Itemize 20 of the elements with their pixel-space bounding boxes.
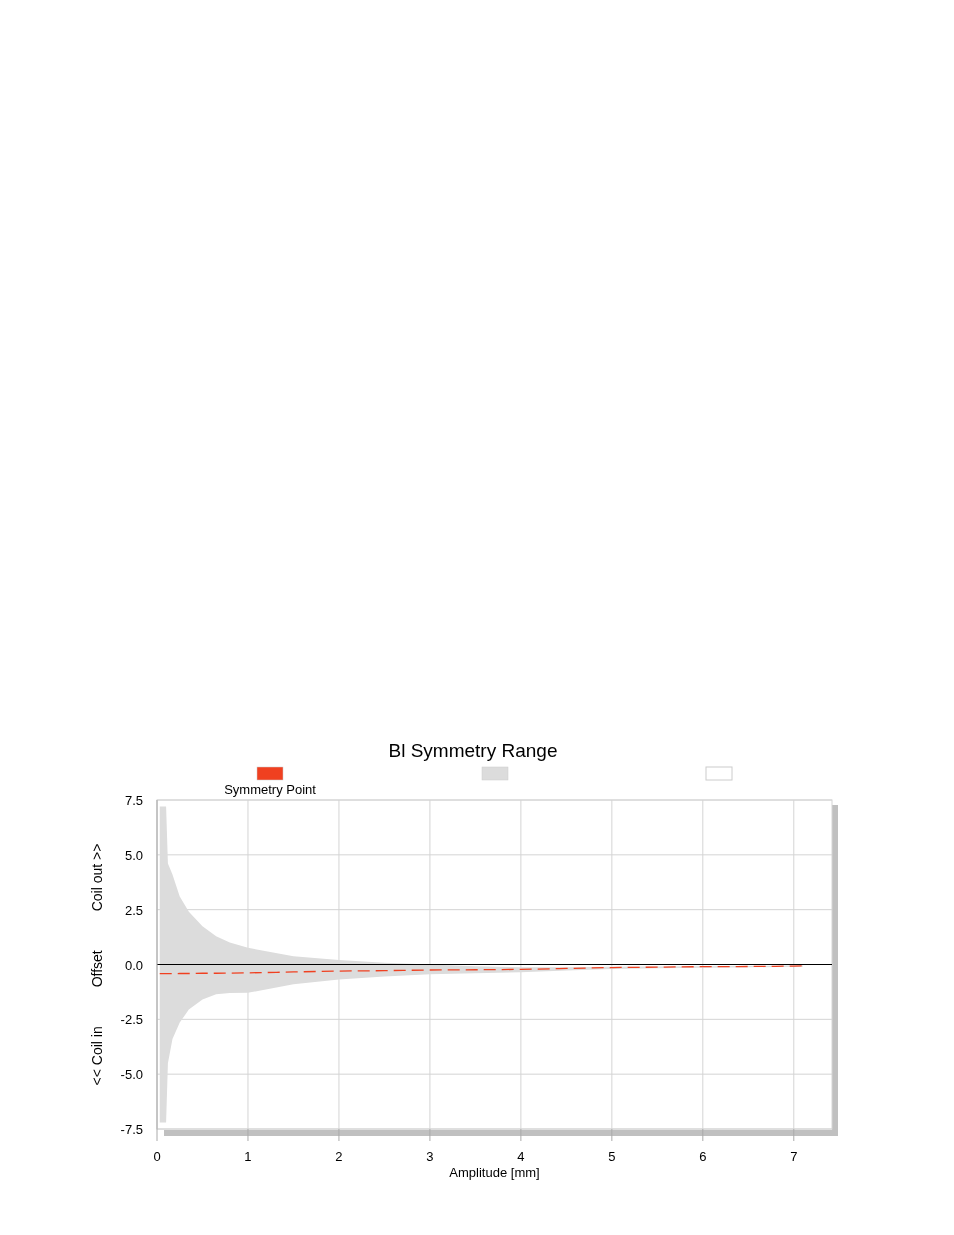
y-tick-label: 7.5 bbox=[124, 793, 143, 808]
chart-title: Bl Symmetry Range bbox=[388, 740, 558, 761]
y-axis-title: << Coil in Offset Coil out >> bbox=[89, 843, 105, 1086]
x-tick-label: 7 bbox=[790, 1149, 798, 1164]
legend-label: Symmetry Point bbox=[224, 782, 317, 797]
y-tick-label: 5.0 bbox=[124, 847, 143, 863]
y-tick-label: -5.0 bbox=[120, 1067, 143, 1083]
x-tick-label: 1 bbox=[244, 1149, 252, 1164]
line-series bbox=[159, 965, 804, 975]
x-tick-label: 3 bbox=[426, 1149, 434, 1164]
x-tick-label: 6 bbox=[699, 1149, 707, 1164]
x-axis-title: Amplitude [mm] bbox=[449, 1165, 540, 1180]
y-tick-label: -7.5 bbox=[120, 1122, 143, 1137]
y-tick-label: 0.0 bbox=[124, 957, 143, 973]
y-tick-label: -2.5 bbox=[120, 1012, 143, 1028]
x-tick-label: 2 bbox=[335, 1149, 343, 1164]
x-tick-label: 5 bbox=[608, 1149, 616, 1164]
y-tick-label: 2.5 bbox=[124, 902, 143, 918]
x-tick-label: 4 bbox=[517, 1149, 525, 1164]
x-tick-label: 0 bbox=[153, 1149, 161, 1164]
